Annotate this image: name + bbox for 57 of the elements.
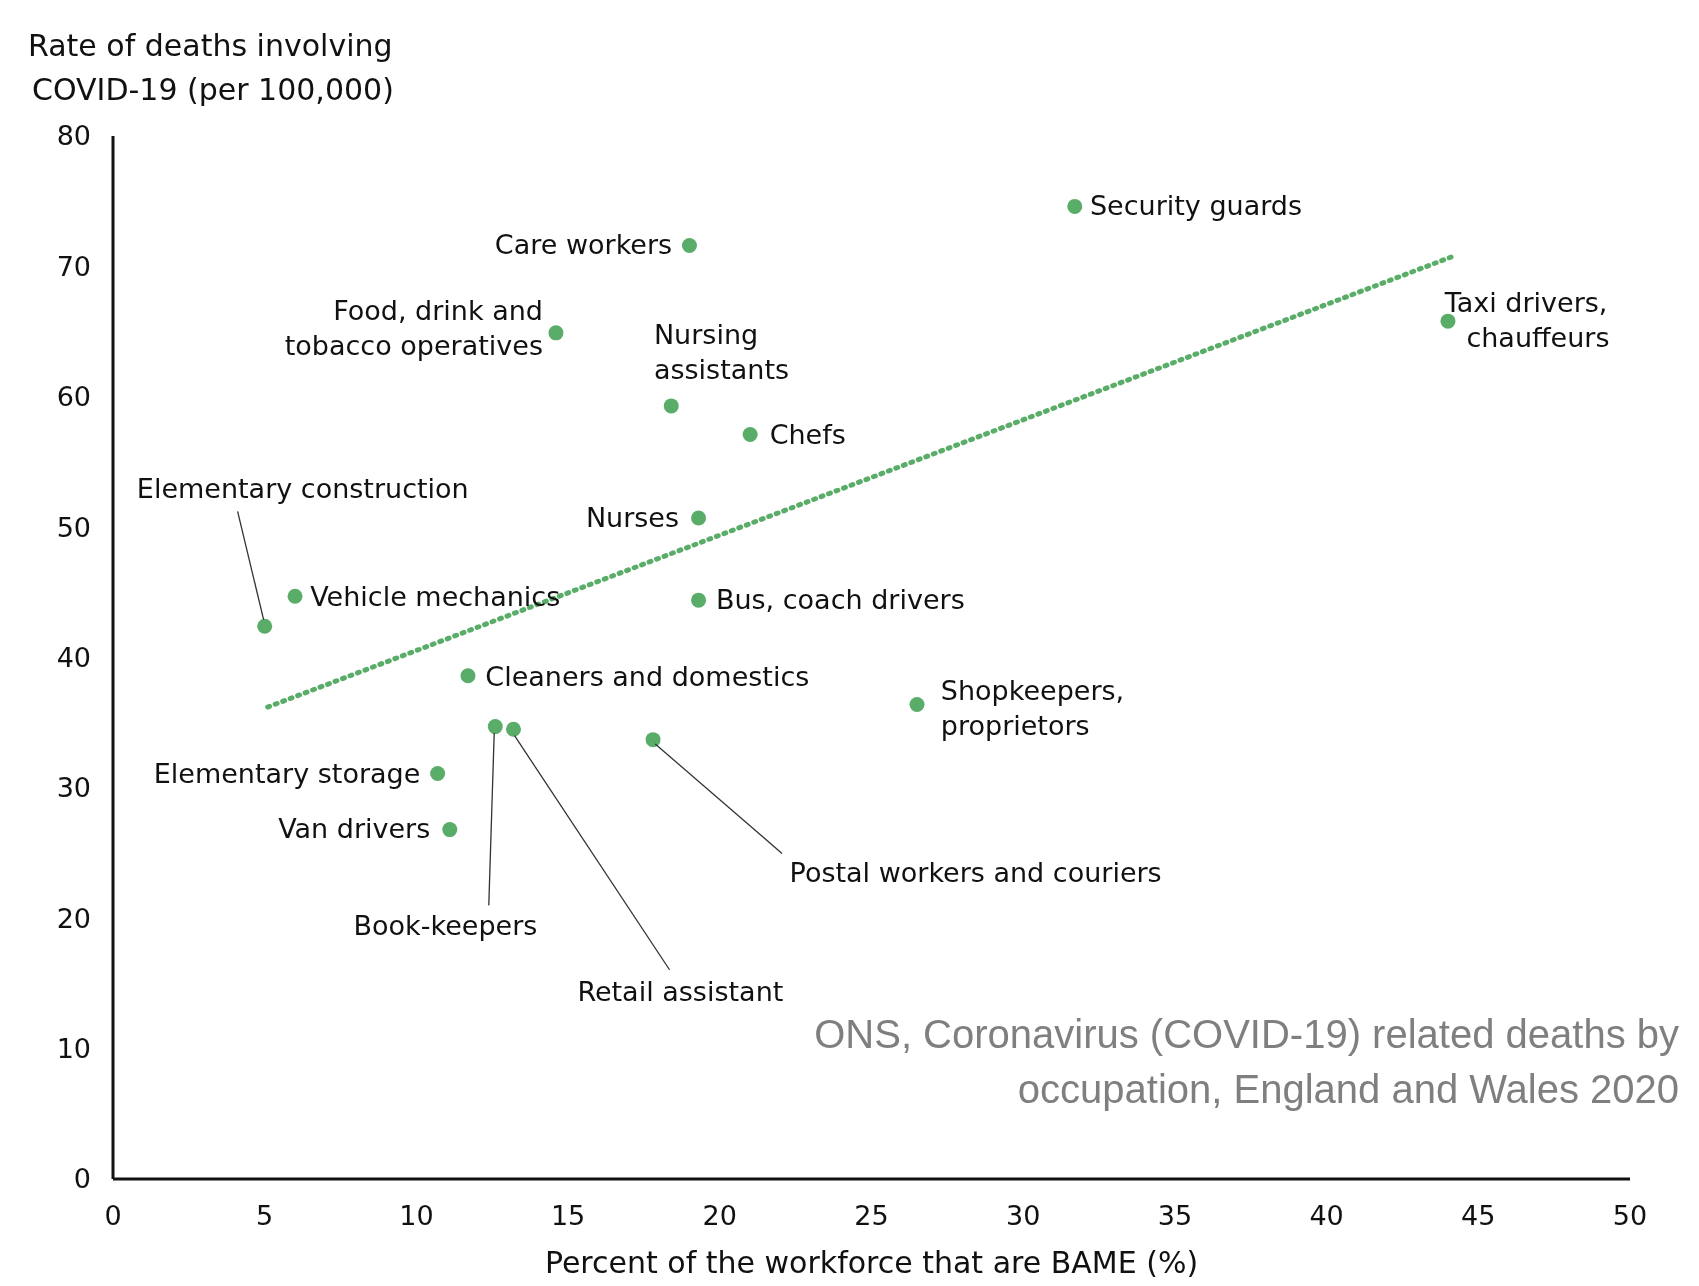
x-tick-label: 30 — [1006, 1200, 1041, 1231]
x-tick-label: 35 — [1157, 1200, 1193, 1231]
y-tick-label: 10 — [56, 1033, 91, 1065]
x-tick-label: 45 — [1461, 1200, 1496, 1231]
x-tick-label: 50 — [1612, 1200, 1648, 1231]
annotation: Nursing assistants — [653, 319, 790, 386]
x-tick-label: 15 — [550, 1200, 586, 1231]
point — [645, 732, 661, 748]
annotation: Food, drink and tobacco operatives — [284, 294, 543, 361]
annotation: Shopkeepers, proprietors — [940, 675, 1125, 742]
y-tick-label: 20 — [56, 902, 91, 934]
y-tick-label: 30 — [56, 772, 91, 804]
annotation: Chefs — [769, 419, 846, 451]
annotation: Cleaners and domestics — [485, 660, 810, 692]
point — [287, 588, 303, 604]
x-tick-label: 5 — [256, 1200, 274, 1231]
point — [742, 427, 758, 443]
point — [430, 766, 446, 782]
annotation: Nurses — [585, 501, 680, 533]
y-tick-label: 0 — [73, 1163, 91, 1195]
y-tick-label: 70 — [56, 250, 91, 282]
point — [505, 721, 521, 737]
point — [691, 592, 707, 608]
x-tick-label: 10 — [399, 1200, 434, 1231]
annotation: Van drivers — [278, 813, 431, 845]
annotation: Elementary construction — [136, 473, 469, 505]
annotation: ONS, Coronavirus (COVID-19) related deaths by occupation, England and Wales 2020 — [814, 1012, 1679, 1111]
y-tick-label: 60 — [56, 381, 91, 413]
annotation: Postal workers and couriers — [789, 856, 1162, 888]
y-tick-label: 80 — [56, 120, 91, 152]
point — [1440, 313, 1456, 329]
point — [442, 822, 458, 838]
point — [548, 325, 564, 341]
y-axis-title: Rate of deaths involving COVID-19 (per 100,000) — [28, 28, 394, 107]
y-tick-label: 50 — [56, 511, 91, 543]
point — [681, 238, 697, 254]
point — [460, 668, 476, 684]
x-tick-label: 25 — [854, 1200, 889, 1231]
annotation: Vehicle mechanics — [310, 580, 561, 612]
point — [487, 719, 503, 735]
annotation: Security guards — [1089, 190, 1303, 222]
annotation: Taxi drivers, chauffeurs — [1443, 287, 1610, 354]
point — [909, 696, 925, 712]
x-tick-label: 20 — [702, 1200, 737, 1231]
x-tick-label: 40 — [1309, 1200, 1344, 1231]
annotation: Book-keepers — [353, 909, 538, 941]
annotation: Elementary storage — [153, 758, 421, 790]
point — [1067, 198, 1083, 214]
x-tick-label: 0 — [104, 1200, 122, 1231]
x-axis-title: Percent of the workforce that are BAME (%) — [544, 1245, 1199, 1280]
annotation: Care workers — [494, 229, 673, 261]
point — [663, 398, 679, 414]
point — [257, 618, 273, 634]
annotation: Bus, coach drivers — [715, 583, 965, 615]
y-tick-label: 40 — [56, 641, 91, 673]
point — [691, 510, 707, 526]
annotation: Retail assistant — [577, 976, 784, 1008]
